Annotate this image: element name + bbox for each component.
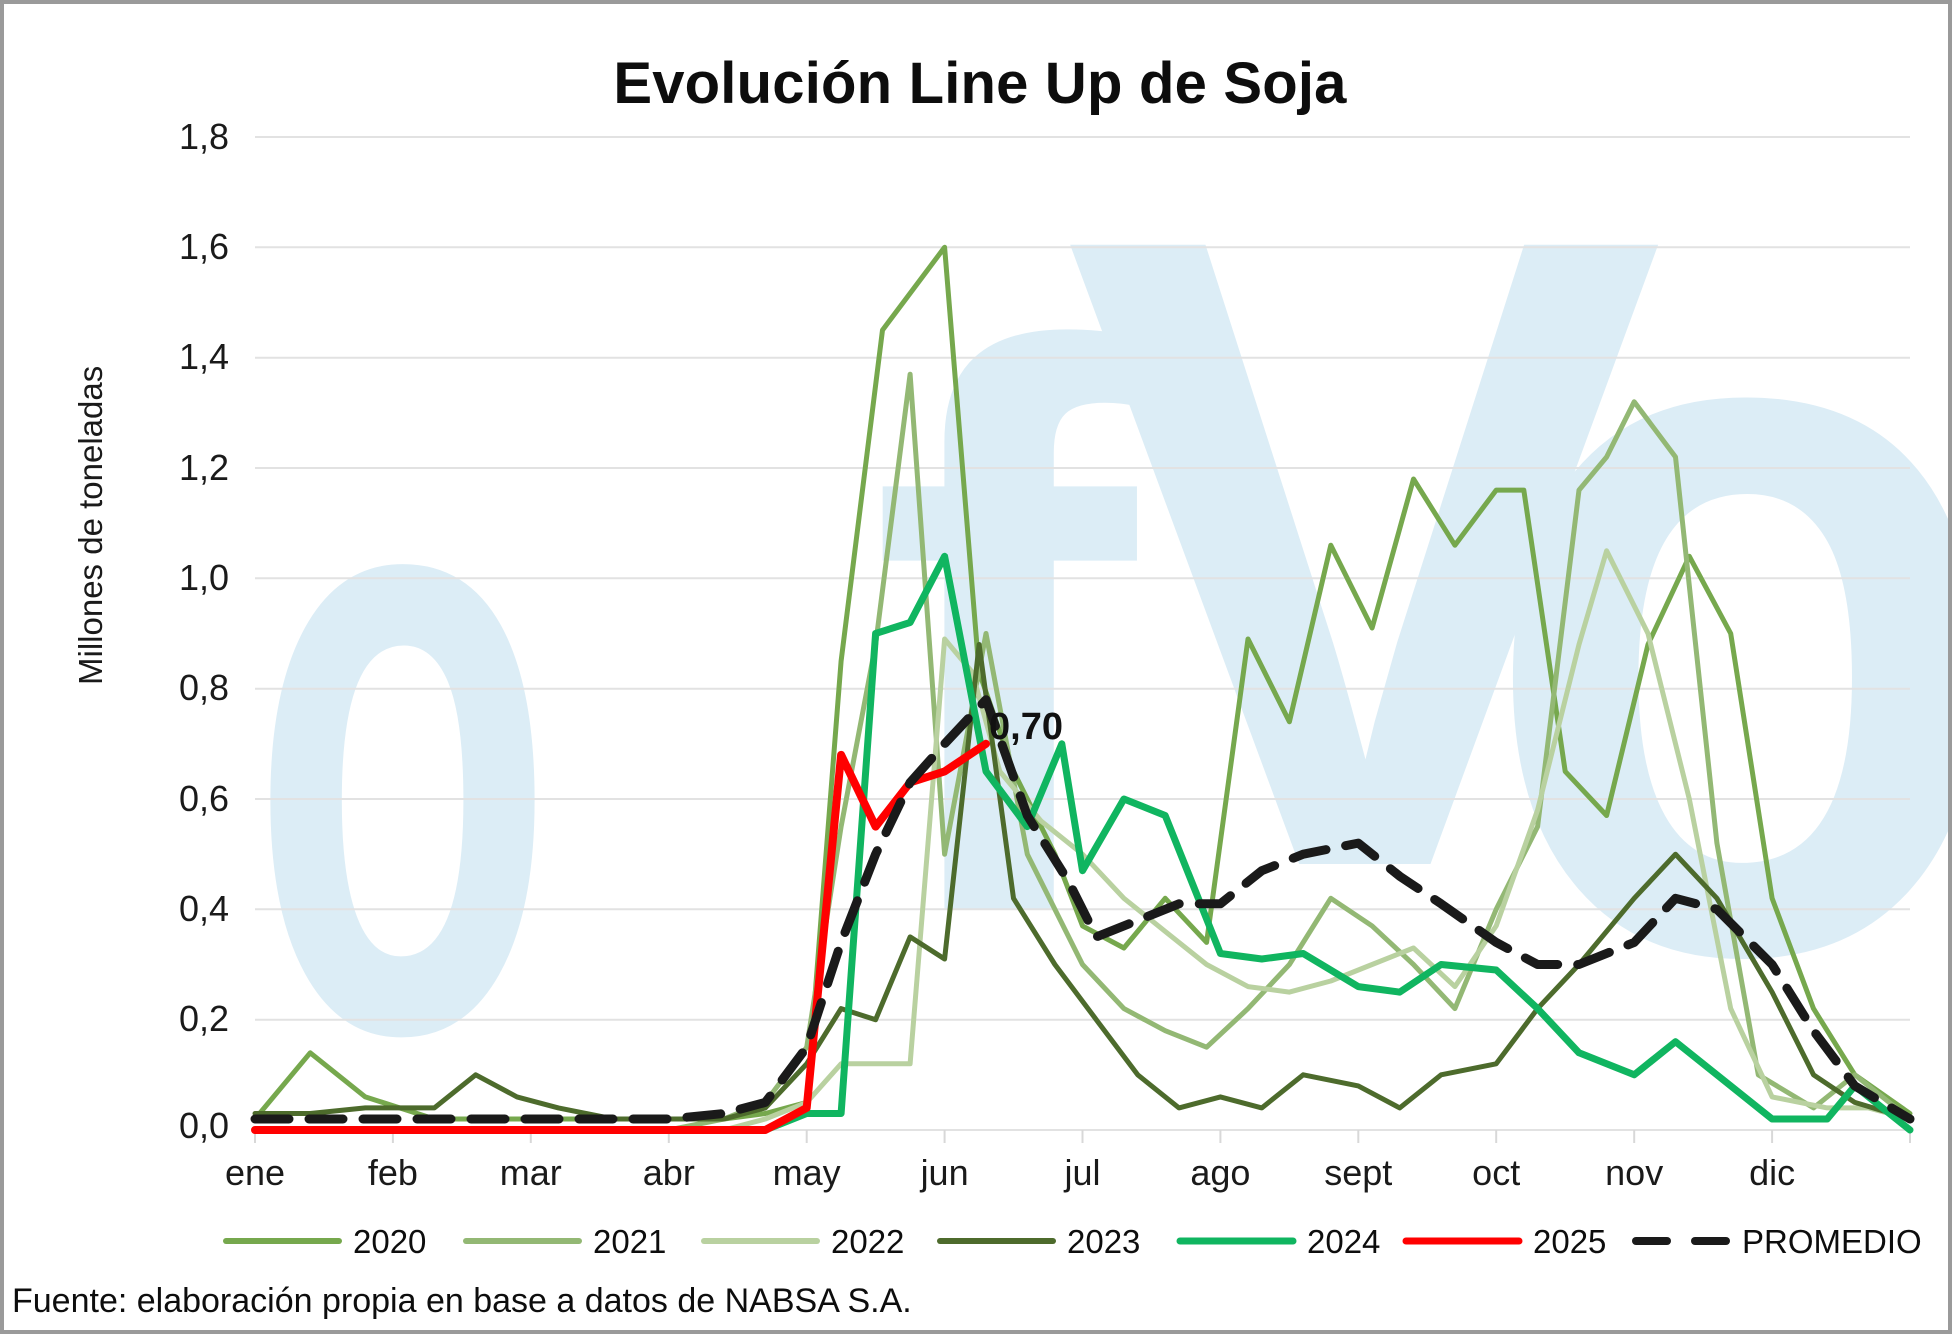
svg-text:PROMEDIO: PROMEDIO <box>1742 1223 1922 1260</box>
svg-text:2021: 2021 <box>593 1223 666 1260</box>
svg-text:2023: 2023 <box>1067 1223 1140 1260</box>
svg-text:2022: 2022 <box>831 1223 904 1260</box>
svg-text:2024: 2024 <box>1307 1223 1380 1260</box>
svg-text:2025: 2025 <box>1533 1223 1606 1260</box>
svg-text:2020: 2020 <box>353 1223 426 1260</box>
